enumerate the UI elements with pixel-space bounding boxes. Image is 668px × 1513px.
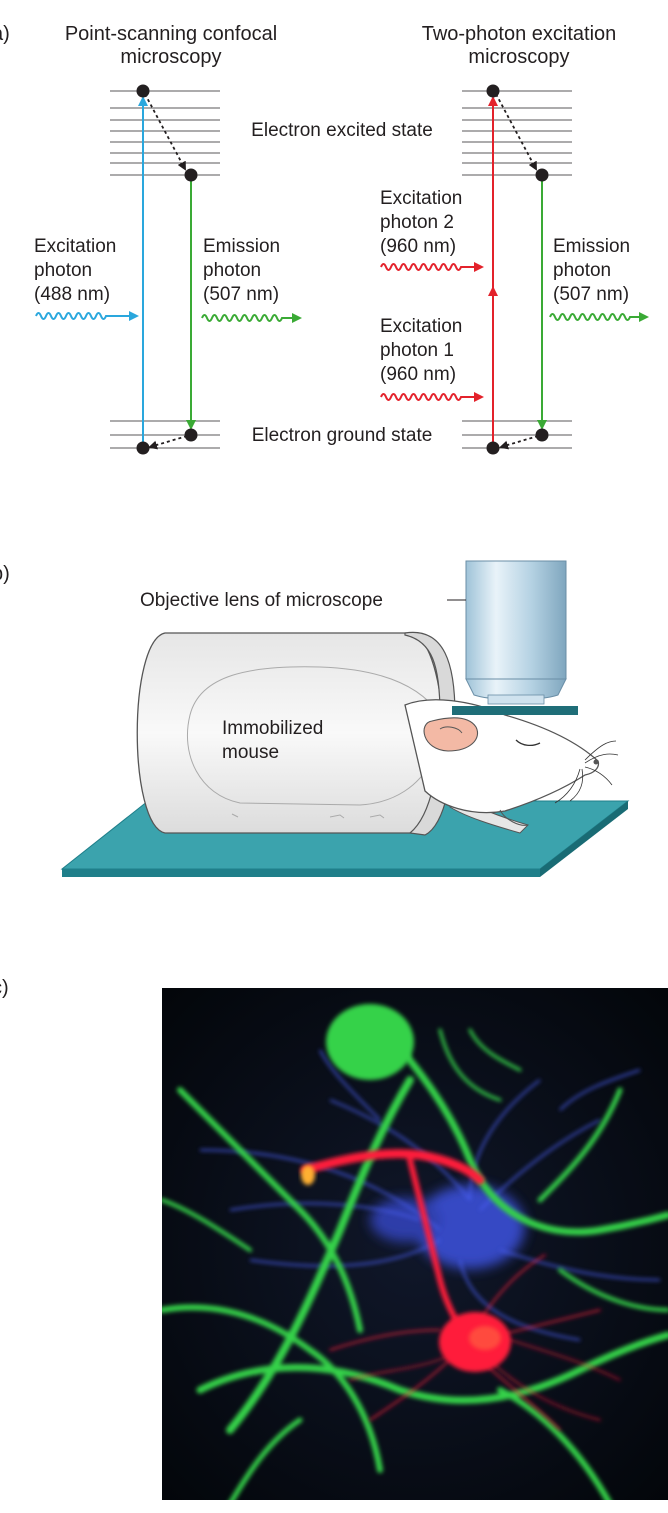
right-excitation-2-wave — [380, 262, 484, 272]
red-cell-highlight — [469, 1326, 501, 1350]
blue-dendrites — [199, 1049, 661, 1341]
left-title-line1: Point-scanning confocal — [65, 23, 277, 45]
svg-text:(960 nm): (960 nm) — [380, 236, 456, 257]
left-electron-ground-top — [184, 428, 198, 442]
micrograph-image — [162, 988, 668, 1500]
mouse-nose — [593, 759, 599, 765]
svg-text:Emission: Emission — [553, 236, 630, 257]
left-excitation-label: Excitation photon (488 nm) — [34, 236, 116, 305]
objective-label: Objective lens of microscope — [140, 590, 383, 611]
left-relax-down-arrow — [144, 93, 186, 171]
svg-text:photon: photon — [203, 260, 261, 281]
ground-state-label: Electron ground state — [252, 425, 433, 446]
svg-text:Emission: Emission — [203, 236, 280, 257]
right-electron-ground-low — [486, 441, 500, 455]
energy-diagram-panel: a) Point-scanning confocal microscopy Tw… — [0, 23, 649, 455]
panel-a-letter: a) — [0, 23, 10, 45]
mouse-body-outline — [186, 666, 441, 806]
svg-text:photon 1: photon 1 — [380, 340, 454, 361]
green-cell-body — [326, 1004, 414, 1080]
excited-state-label: Electron excited state — [251, 120, 433, 141]
platform-side — [540, 801, 628, 877]
objective-lens-barrel — [465, 560, 567, 680]
right-ground-levels — [462, 420, 572, 449]
right-electron-ground-top — [535, 428, 549, 442]
left-excited-levels — [110, 90, 220, 176]
svg-text:Excitation: Excitation — [380, 188, 462, 209]
mouse-setup-panel: b) Objective lens of microscope Immobili… — [0, 560, 630, 877]
mouse-whiskers — [554, 740, 619, 804]
left-electron-excited-low — [184, 168, 198, 182]
left-emission-label: Emission photon (507 nm) — [203, 236, 280, 305]
right-emission-label: Emission photon (507 nm) — [553, 236, 630, 305]
svg-text:photon: photon — [34, 260, 92, 281]
mouse-label-line1: Immobilized — [222, 718, 323, 739]
mouse-label-line2: mouse — [222, 742, 279, 763]
objective-lens-front — [487, 694, 545, 705]
svg-text:photon: photon — [553, 260, 611, 281]
left-electron-ground-low — [136, 441, 150, 455]
mouse-feet — [231, 813, 385, 819]
svg-text:(507 nm): (507 nm) — [553, 284, 629, 305]
mouse-head — [404, 699, 600, 814]
left-ground-levels — [110, 420, 220, 449]
left-electron-excited-top — [136, 84, 150, 98]
svg-text:(488 nm): (488 nm) — [34, 284, 110, 305]
mouse-ear-inner — [439, 726, 463, 734]
svg-text:(960 nm): (960 nm) — [380, 364, 456, 385]
mouse-eye — [515, 739, 541, 747]
head-plate — [452, 706, 578, 715]
green-neurons — [162, 1021, 668, 1500]
left-excitation-wave — [35, 311, 139, 321]
right-title-line2: microscopy — [468, 46, 569, 68]
right-title-line1: Two-photon excitation — [422, 23, 617, 45]
neuron-micrograph-panel: c) — [0, 977, 668, 1500]
svg-text:Excitation: Excitation — [380, 316, 462, 337]
right-excitation-1-wave — [380, 392, 484, 402]
right-excited-levels — [462, 90, 572, 176]
right-excitation-1-label: Excitation photon 1 (960 nm) — [380, 316, 462, 385]
right-emission-wave — [549, 312, 649, 322]
panel-b-letter: b) — [0, 563, 10, 585]
left-relax-ground-arrow — [148, 435, 188, 450]
left-emission-wave — [201, 313, 302, 323]
svg-text:photon 2: photon 2 — [380, 212, 454, 233]
mouse-ear — [423, 717, 478, 752]
right-excitation-2-label: Excitation photon 2 (960 nm) — [380, 188, 462, 257]
yellow-overlap — [301, 1165, 315, 1185]
mouse-jaw — [499, 809, 529, 826]
right-electron-excited-top — [486, 84, 500, 98]
platform-edge — [62, 869, 540, 877]
svg-text:Excitation: Excitation — [34, 236, 116, 257]
right-relax-ground-arrow — [499, 435, 539, 450]
right-electron-excited-low — [535, 168, 549, 182]
svg-text:(507 nm): (507 nm) — [203, 284, 279, 305]
left-title-line2: microscopy — [120, 46, 221, 68]
panel-c-letter: c) — [0, 977, 9, 999]
right-relax-down-arrow — [495, 93, 537, 171]
